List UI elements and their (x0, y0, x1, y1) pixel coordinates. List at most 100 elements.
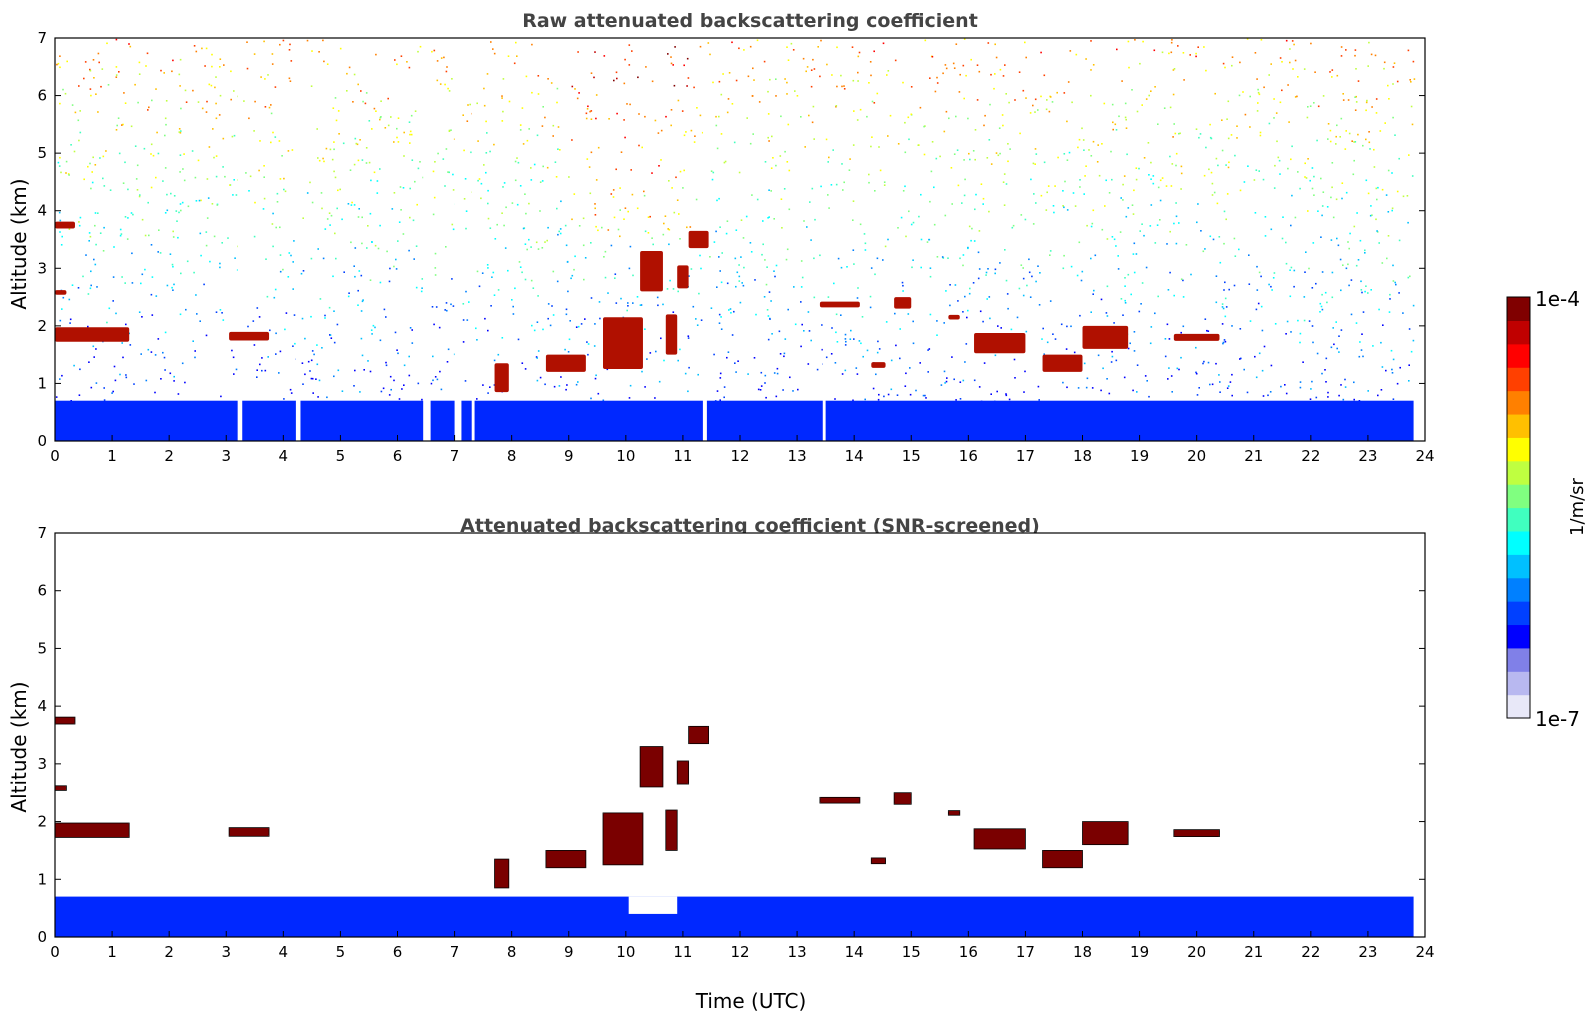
noise-pixel (1273, 272, 1276, 274)
noise-pixel (1007, 143, 1009, 145)
noise-pixel (1111, 236, 1114, 238)
noise-pixel (124, 102, 127, 104)
noise-pixel (849, 158, 851, 160)
noise-pixel (873, 102, 876, 104)
noise-pixel (173, 380, 175, 382)
noise-pixel (982, 203, 984, 205)
noise-pixel (1105, 312, 1108, 314)
noise-pixel (322, 39, 324, 42)
noise-pixel (501, 97, 503, 99)
noise-pixel (552, 135, 554, 137)
noise-pixel (927, 371, 929, 373)
noise-pixel (936, 256, 939, 258)
noise-pixel (1168, 52, 1170, 55)
noise-pixel (624, 207, 627, 209)
noise-pixel (586, 158, 589, 160)
noise-pixel (231, 135, 234, 138)
noise-pixel (508, 100, 511, 103)
noise-pixel (1388, 311, 1391, 313)
noise-pixel (672, 311, 675, 313)
noise-pixel (1195, 346, 1197, 349)
noise-pixel (660, 129, 663, 132)
noise-pixel (435, 306, 438, 308)
noise-pixel (412, 219, 415, 222)
noise-pixel (584, 318, 586, 320)
noise-pixel (826, 63, 828, 66)
noise-pixel (1239, 61, 1241, 64)
noise-pixel (66, 60, 68, 63)
noise-pixel (89, 88, 92, 90)
x-tick-label: 9 (564, 943, 574, 961)
noise-pixel (158, 229, 160, 231)
noise-pixel (1037, 109, 1039, 111)
noise-pixel (589, 110, 591, 113)
noise-pixel (771, 333, 773, 335)
noise-pixel (1411, 175, 1414, 177)
x-tick-label: 18 (1073, 447, 1092, 465)
noise-pixel (230, 70, 232, 73)
noise-pixel (1202, 362, 1204, 365)
noise-pixel (147, 109, 149, 111)
noise-pixel (408, 355, 410, 358)
noise-pixel (753, 357, 756, 359)
noise-pixel (145, 65, 147, 67)
noise-pixel (1268, 283, 1270, 286)
noise-pixel (362, 100, 364, 103)
noise-pixel (440, 57, 443, 59)
noise-pixel (1090, 257, 1092, 260)
noise-pixel (925, 397, 927, 399)
noise-pixel (332, 275, 334, 278)
noise-pixel (1378, 242, 1380, 244)
y-tick-label: 1 (37, 374, 47, 392)
noise-pixel (284, 190, 287, 193)
x-tick-label: 23 (1358, 447, 1377, 465)
noise-pixel (775, 164, 777, 167)
noise-pixel (695, 318, 697, 320)
noise-pixel (909, 393, 912, 396)
noise-pixel (1133, 242, 1136, 245)
noise-pixel (493, 384, 496, 386)
noise-pixel (1399, 366, 1401, 369)
noise-pixel (1043, 353, 1045, 355)
noise-pixel (1332, 327, 1334, 329)
noise-pixel (1018, 71, 1021, 73)
noise-pixel (631, 50, 633, 52)
noise-pixel (687, 337, 690, 339)
noise-pixel (1379, 130, 1382, 132)
noise-pixel (813, 138, 815, 140)
noise-pixel (1233, 237, 1236, 240)
noise-pixel (136, 189, 139, 191)
noise-pixel (1326, 206, 1329, 208)
noise-pixel (1038, 304, 1041, 306)
noise-pixel (904, 121, 906, 124)
noise-pixel (245, 172, 247, 174)
noise-pixel (586, 108, 589, 110)
noise-pixel (904, 385, 907, 387)
noise-pixel (595, 374, 597, 377)
noise-pixel (192, 89, 194, 92)
noise-pixel (1258, 170, 1260, 172)
noise-pixel (686, 57, 689, 60)
noise-pixel (1383, 67, 1385, 70)
noise-pixel (812, 58, 814, 61)
noise-pixel (183, 153, 185, 155)
noise-pixel (894, 312, 896, 315)
noise-pixel (917, 144, 920, 146)
noise-pixel (1234, 154, 1236, 157)
noise-pixel (115, 38, 118, 41)
noise-pixel (1195, 52, 1197, 55)
noise-pixel (842, 189, 844, 191)
noise-pixel (931, 141, 934, 143)
noise-pixel (514, 287, 516, 290)
noise-pixel (433, 323, 435, 326)
noise-pixel (195, 50, 198, 53)
noise-pixel (450, 303, 452, 306)
noise-pixel (222, 319, 225, 321)
noise-pixel (1104, 205, 1106, 207)
noise-pixel (1195, 55, 1197, 58)
noise-pixel (641, 370, 643, 373)
noise-pixel (887, 135, 889, 137)
noise-pixel (432, 379, 434, 382)
y-tick-label: 4 (37, 697, 47, 715)
noise-pixel (1234, 255, 1237, 257)
